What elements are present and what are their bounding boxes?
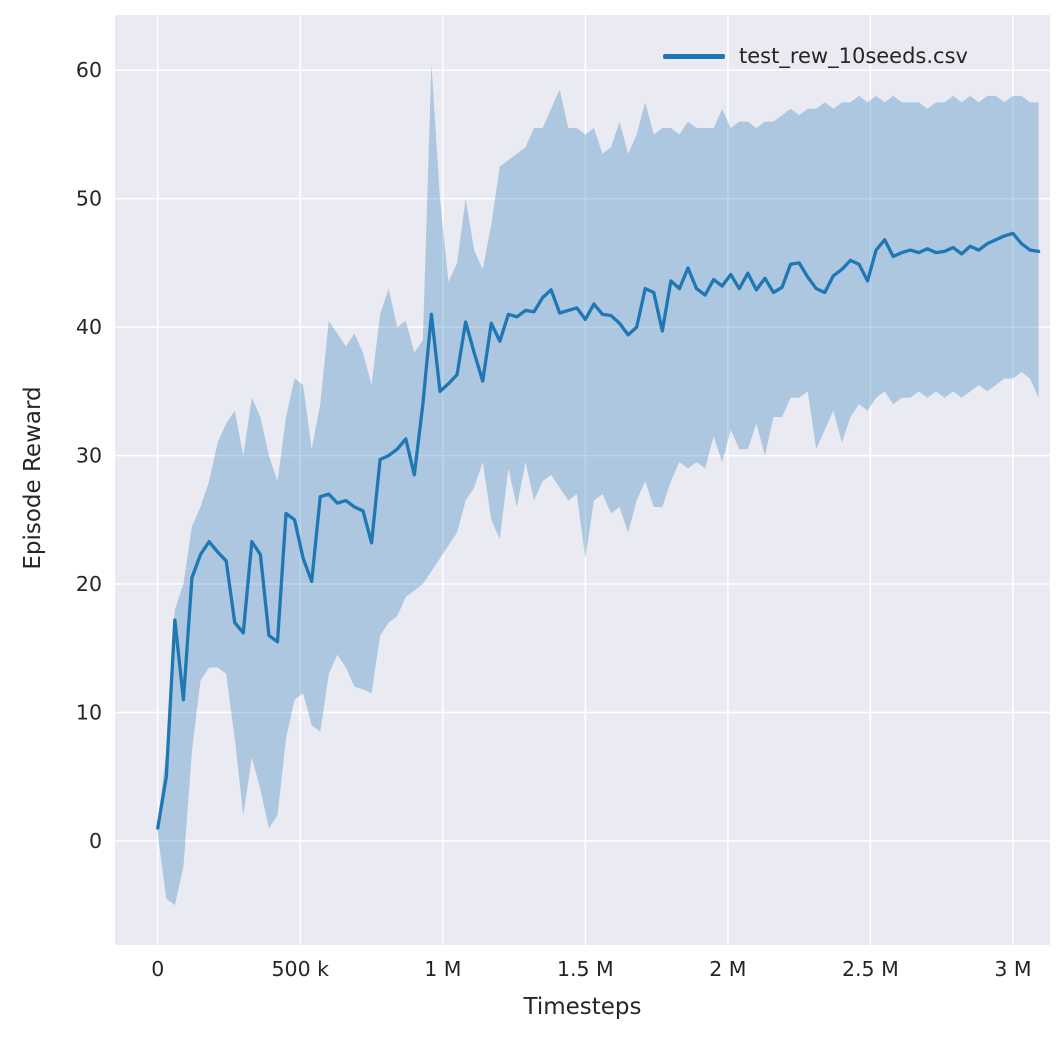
x-tick-label: 0	[151, 957, 164, 981]
y-tick-label: 50	[76, 187, 102, 211]
y-tick-label: 30	[76, 444, 102, 468]
x-tick-label: 1 M	[424, 957, 461, 981]
legend-series-label: test_rew_10seeds.csv	[739, 44, 968, 68]
x-tick-label: 1.5 M	[557, 957, 614, 981]
x-axis-title: Timesteps	[523, 994, 642, 1020]
plot-area	[115, 15, 1050, 945]
y-tick-label: 0	[89, 829, 102, 853]
mean-reward-line	[156, 231, 1041, 830]
legend-line-swatch	[663, 53, 725, 59]
x-tick-label: 3 M	[994, 957, 1031, 981]
y-axis-title: Episode Reward	[20, 386, 46, 570]
y-tick-label: 20	[76, 572, 102, 596]
x-tick-label: 500 k	[272, 957, 330, 981]
y-tick-label: 60	[76, 58, 102, 82]
x-tick-label: 2 M	[709, 957, 746, 981]
x-tick-label: 2.5 M	[842, 957, 899, 981]
confidence-band	[157, 63, 1039, 906]
y-tick-label: 10	[76, 701, 102, 725]
chart-legend: test_rew_10seeds.csv	[663, 44, 968, 68]
y-tick-label: 40	[76, 315, 102, 339]
